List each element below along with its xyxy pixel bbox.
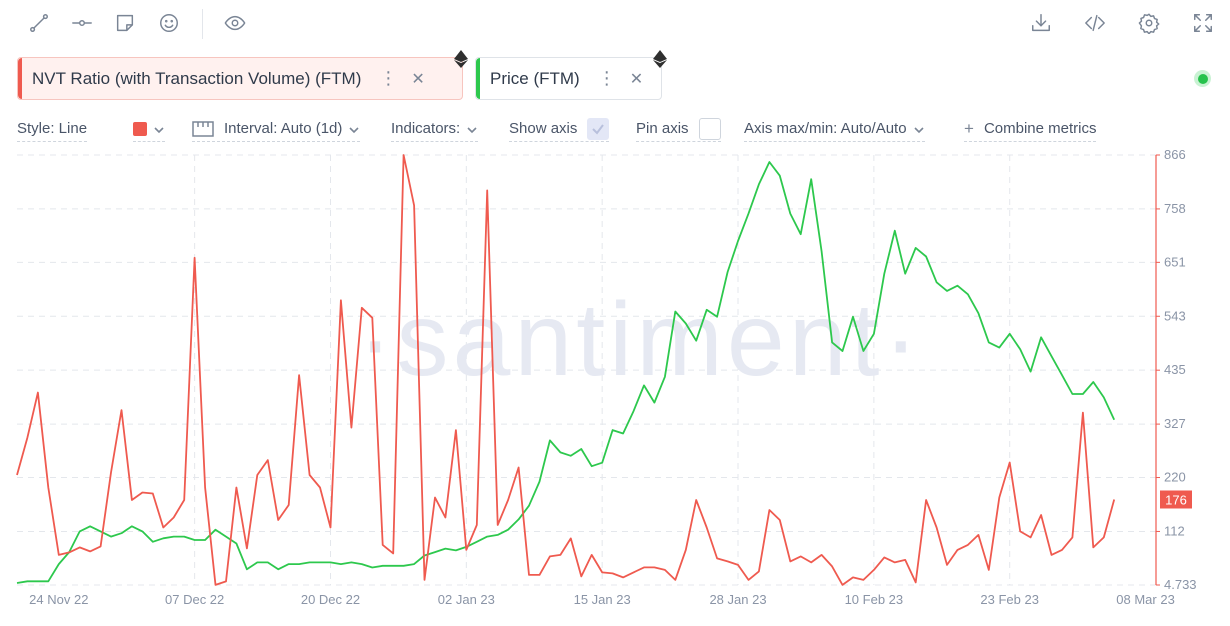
y-tick-label: 543 <box>1164 308 1186 323</box>
metric-label: NVT Ratio (with Transaction Volume) (FTM… <box>32 68 362 88</box>
emoji-icon[interactable] <box>154 8 184 38</box>
chart-canvas[interactable]: ·santiment· 866 758 651 543 435 327 220 112 4.73… <box>0 145 1230 615</box>
indicators-select[interactable]: Indicators: <box>391 116 479 142</box>
color-select[interactable] <box>133 116 165 142</box>
horizontal-line-icon[interactable] <box>67 8 97 38</box>
x-tick-label: 28 Jan 23 <box>709 592 766 607</box>
pin-axis-toggle[interactable]: Pin axis <box>636 116 721 142</box>
live-status-indicator <box>1194 70 1211 87</box>
y-tick-label: 327 <box>1164 416 1186 431</box>
x-tick-label: 15 Jan 23 <box>574 592 631 607</box>
line-draw-icon[interactable] <box>24 8 54 38</box>
style-label: Style: Line <box>17 120 88 137</box>
axis-range-label: Axis max/min: Auto/Auto <box>744 120 907 137</box>
x-tick-label: 08 Mar 23 <box>1116 592 1175 607</box>
x-tick-label: 02 Jan 23 <box>438 592 495 607</box>
code-icon[interactable] <box>1080 8 1110 38</box>
chevron-down-icon <box>153 123 165 135</box>
chart-settings-bar: Style: Line Interval: Auto (1d) Indicato… <box>0 112 1230 142</box>
more-options-icon[interactable]: ⋮ <box>379 68 398 88</box>
chevron-down-icon <box>466 123 478 135</box>
pin-axis-checkbox[interactable] <box>698 117 721 140</box>
last-value-label: 176 <box>1165 492 1187 507</box>
chart-grid <box>17 154 1156 586</box>
toolbar-divider <box>202 9 203 39</box>
color-swatch <box>133 121 147 136</box>
chart-toolbar <box>0 0 1230 50</box>
axis-range-select[interactable]: Axis max/min: Auto/Auto <box>744 116 925 142</box>
pin-axis-label: Pin axis <box>636 120 689 137</box>
right-y-axis: 866 758 651 543 435 327 220 112 4.733 176 <box>1155 147 1197 592</box>
x-tick-label: 07 Dec 22 <box>165 592 224 607</box>
y-tick-label: 112 <box>1164 523 1185 538</box>
close-icon[interactable]: ✕ <box>411 70 425 88</box>
combine-metrics-button[interactable]: + Combine metrics <box>964 116 1097 142</box>
last-value-badge <box>1160 490 1192 509</box>
ethereum-icon <box>653 50 667 68</box>
note-icon[interactable] <box>110 8 140 38</box>
x-tick-label: 20 Dec 22 <box>301 592 360 607</box>
interval-select[interactable]: Interval: Auto (1d) <box>192 116 361 142</box>
nvt-series <box>16 154 1116 586</box>
chevron-down-icon <box>913 123 925 135</box>
interval-label: Interval: Auto (1d) <box>224 120 343 137</box>
more-options-icon[interactable]: ⋮ <box>597 68 616 88</box>
price-line <box>16 161 1116 584</box>
fullscreen-icon[interactable] <box>1188 8 1218 38</box>
style-select[interactable]: Style: Line <box>17 116 88 142</box>
y-tick-label: 220 <box>1164 470 1186 485</box>
plus-icon: + <box>964 118 974 138</box>
price-series <box>16 161 1116 584</box>
show-axis-label: Show axis <box>509 120 578 137</box>
x-axis: 24 Nov 22 07 Dec 22 20 Dec 22 02 Jan 23 15 J… <box>29 592 1175 607</box>
y-tick-label: 4.733 <box>1164 577 1197 592</box>
show-axis-checkbox[interactable] <box>587 117 610 140</box>
chevron-down-icon <box>348 123 360 135</box>
ethereum-icon <box>454 50 468 68</box>
metric-label: Price (FTM) <box>490 68 580 88</box>
santiment-watermark: ·santiment· <box>358 282 922 398</box>
y-tick-label: 651 <box>1164 254 1186 269</box>
x-tick-label: 23 Feb 23 <box>980 592 1039 607</box>
gear-icon[interactable] <box>1134 8 1164 38</box>
close-icon[interactable]: ✕ <box>629 70 644 88</box>
metric-color-bar <box>18 58 22 99</box>
metric-chip-nvt[interactable]: NVT Ratio (with Transaction Volume) (FTM… <box>17 50 468 100</box>
indicators-label: Indicators: <box>391 120 461 137</box>
x-tick-label: 24 Nov 22 <box>29 592 88 607</box>
download-icon[interactable] <box>1026 8 1056 38</box>
show-axis-toggle[interactable]: Show axis <box>509 116 610 142</box>
x-tick-label: 10 Feb 23 <box>845 592 904 607</box>
eye-icon[interactable] <box>220 8 250 38</box>
metric-chip-price[interactable]: Price (FTM) ⋮ ✕ <box>475 50 667 100</box>
combine-metrics-label: Combine metrics <box>983 120 1097 137</box>
calendar-icon <box>192 120 214 137</box>
nvt-line <box>16 154 1116 586</box>
y-tick-label: 758 <box>1164 201 1186 216</box>
metric-color-bar <box>476 58 480 99</box>
y-tick-label: 866 <box>1164 147 1186 162</box>
y-tick-label: 435 <box>1164 362 1186 377</box>
